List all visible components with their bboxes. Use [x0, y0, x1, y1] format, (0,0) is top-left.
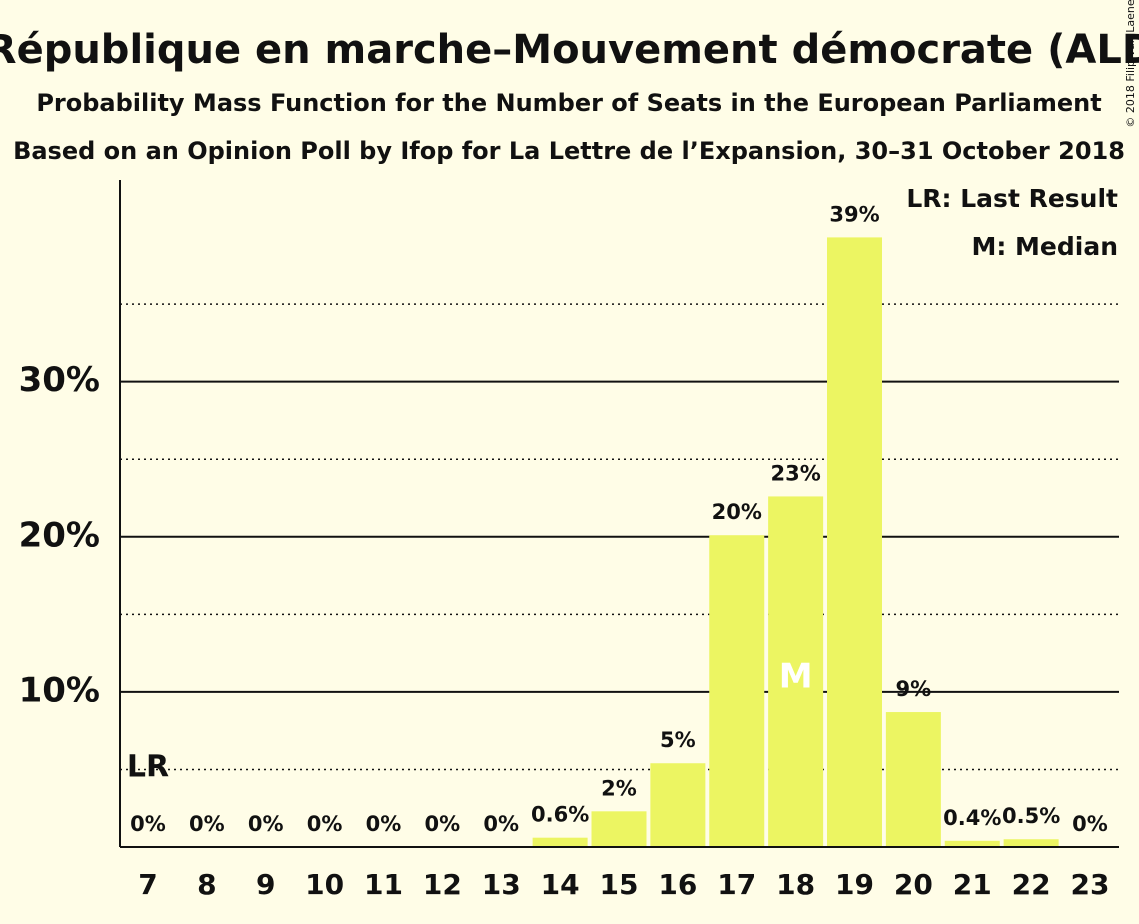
value-label: 0% [483, 812, 519, 836]
chart-subtitle-2: Based on an Opinion Poll by Ifop for La … [13, 137, 1125, 165]
y-tick-label: 30% [19, 360, 100, 400]
x-tick-label: 18 [776, 868, 815, 901]
copyright: © 2018 Filip van Laenen [1124, 0, 1137, 128]
bar [827, 237, 882, 848]
bar [532, 837, 588, 847]
x-tick-label: 7 [138, 868, 157, 901]
x-tick-label: 16 [658, 868, 697, 901]
bar [709, 535, 765, 847]
bar [1003, 839, 1059, 847]
value-label: 23% [770, 461, 820, 485]
chart-title: La République en marche–Mouvement démocr… [0, 27, 1139, 73]
value-label: 0.6% [531, 803, 589, 827]
bar [885, 712, 941, 847]
x-tick-label: 20 [894, 868, 933, 901]
value-label: 0% [130, 812, 166, 836]
legend-entry: M: Median [971, 232, 1118, 261]
x-tick-label: 9 [256, 868, 275, 901]
bar [650, 763, 706, 847]
bar [591, 811, 647, 847]
y-tick-label: 20% [19, 515, 100, 555]
value-label: 2% [601, 776, 637, 800]
bar [768, 496, 824, 847]
x-tick-label: 17 [717, 868, 756, 901]
x-tick-label: 23 [1071, 868, 1110, 901]
value-label: 0% [307, 812, 343, 836]
x-tick-label: 8 [197, 868, 216, 901]
value-label: 20% [712, 500, 762, 524]
x-tick-label: 11 [364, 868, 403, 901]
legend-entry: LR: Last Result [906, 184, 1118, 213]
x-tick-label: 12 [423, 868, 462, 901]
x-tick-label: 21 [953, 868, 992, 901]
chart-subtitle: Probability Mass Function for the Number… [36, 89, 1101, 117]
median-marker: M [779, 657, 813, 697]
x-tick-label: 15 [600, 868, 639, 901]
value-label: 0% [189, 812, 225, 836]
value-label: 0% [425, 812, 461, 836]
x-tick-label: 19 [835, 868, 874, 901]
value-label: 0% [1072, 812, 1108, 836]
value-label: 39% [829, 202, 879, 226]
value-label: 0% [248, 812, 284, 836]
value-label: 0.5% [1002, 804, 1060, 828]
x-tick-label: 13 [482, 868, 521, 901]
y-tick-label: 10% [19, 670, 100, 710]
bar [944, 840, 1000, 847]
x-tick-label: 14 [541, 868, 580, 901]
x-tick-label: 22 [1012, 868, 1051, 901]
value-label: 9% [896, 677, 932, 701]
value-label: 5% [660, 728, 696, 752]
value-label: 0.4% [943, 806, 1001, 830]
x-tick-label: 10 [305, 868, 344, 901]
value-label: 0% [366, 812, 402, 836]
last-result-marker: LR [127, 750, 169, 785]
